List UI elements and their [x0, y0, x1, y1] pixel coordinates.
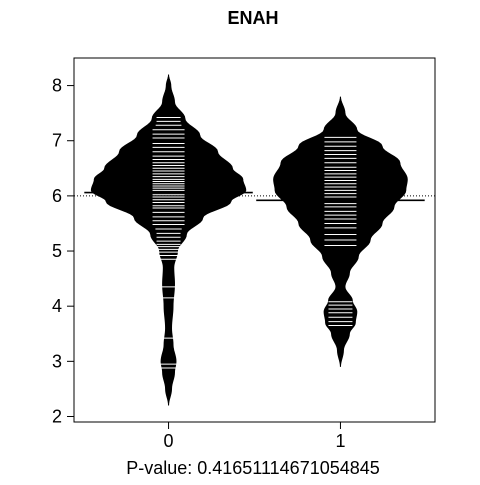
y-tick-label: 6: [52, 186, 62, 206]
y-tick-label: 7: [52, 131, 62, 151]
plot-frame: [73, 57, 436, 423]
x-axis-label: P-value: 0.41651114671054845: [126, 458, 380, 478]
y-tick-label: 5: [52, 241, 62, 261]
bean-shape-1: [273, 96, 408, 367]
x-tick-label: 0: [164, 431, 174, 451]
x-tick-label: 1: [335, 431, 345, 451]
bean-shape-0: [90, 74, 247, 406]
chart-title: ENAH: [227, 8, 278, 28]
beans-layer: [84, 74, 425, 406]
y-tick-label: 3: [52, 351, 62, 371]
y-tick-label: 8: [52, 76, 62, 96]
y-tick-label: 4: [52, 296, 62, 316]
y-tick-label: 2: [52, 406, 62, 426]
axes-layer: 2 3 4 5 6 7 8 0 1: [52, 76, 345, 451]
